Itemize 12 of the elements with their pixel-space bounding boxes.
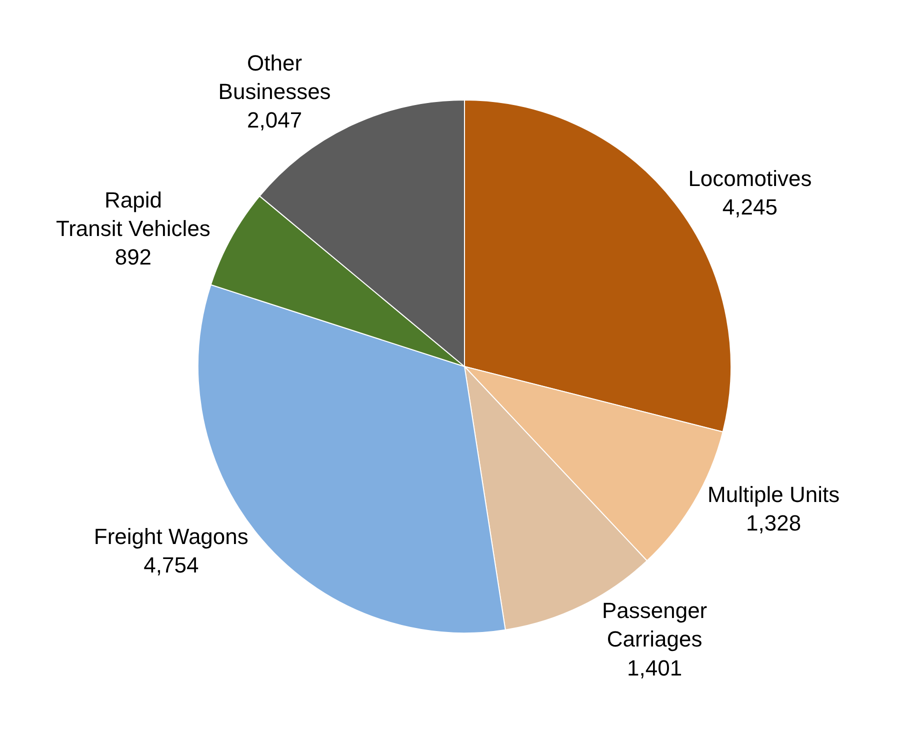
data-label: 892: [114, 244, 152, 270]
data-label: 1,401: [627, 655, 682, 680]
slice-label: Other Businesses: [218, 50, 331, 104]
slice-label: Freight Wagons: [94, 524, 248, 550]
data-label: 1,328: [746, 510, 802, 536]
slice-label: Rapid Transit Vehicles: [56, 187, 210, 242]
slice-label: Multiple Units: [708, 482, 840, 507]
data-label: 4,245: [722, 194, 778, 220]
slice-label: Passenger Carriages: [602, 598, 708, 652]
data-label: 2,047: [247, 108, 302, 133]
slice-label: Locomotives: [688, 166, 812, 191]
data-label: 4,754: [144, 552, 199, 578]
